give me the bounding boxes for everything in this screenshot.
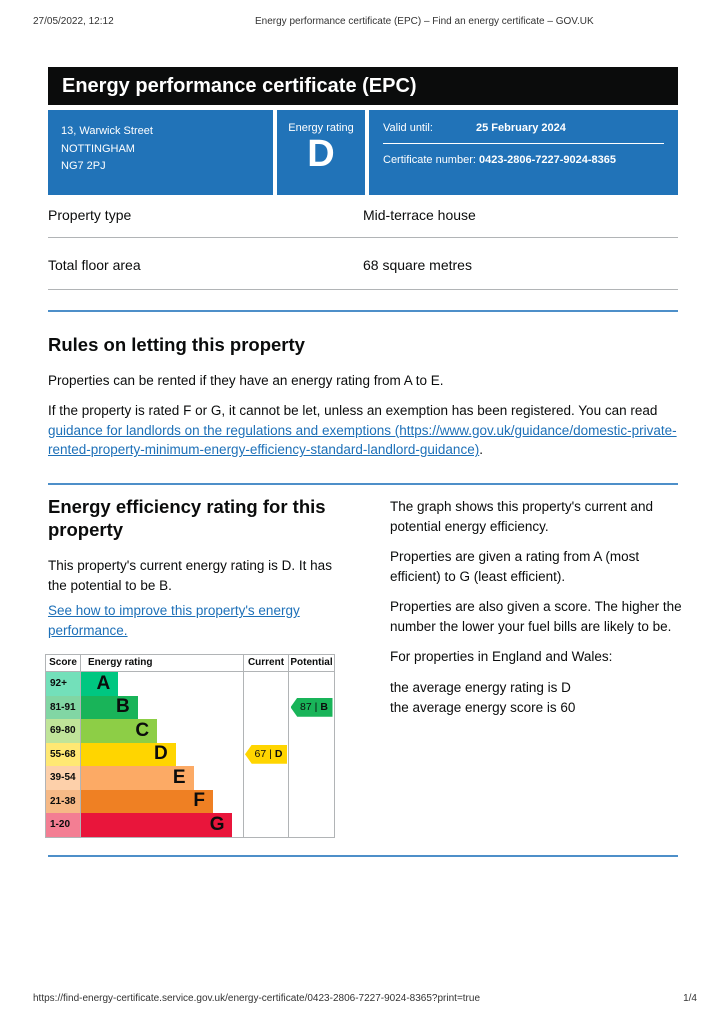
score-column-header: Score [46, 655, 81, 671]
graph-header-row: Score Energy rating Current Potential [46, 655, 334, 672]
epc-band-row-a: 92+ A [46, 672, 334, 696]
band-bar: F [81, 789, 214, 813]
panel-divider [383, 143, 664, 144]
average-rating-line: the average energy rating is D [390, 679, 571, 695]
validity-panel: Valid until: 25 February 2024 Certificat… [369, 110, 678, 195]
address-line-3: NG7 2PJ [61, 160, 106, 173]
page-title: Energy performance certificate (EPC) [48, 67, 678, 105]
band-letter: D [154, 743, 168, 765]
band-score-range: 21-38 [46, 789, 81, 813]
fact-label: Total floor area [48, 257, 141, 273]
band-score-range: 55-68 [46, 742, 81, 766]
energy-rating-panel: Energy rating D [277, 110, 365, 195]
section-divider [48, 483, 678, 485]
section-divider [48, 310, 678, 312]
band-bar: D [81, 742, 176, 766]
band-score-range: 39-54 [46, 766, 81, 790]
section-divider [48, 855, 678, 857]
band-bar: B [81, 695, 138, 719]
print-header-datetime: 27/05/2022, 12:12 [33, 16, 114, 27]
efficiency-section-heading: Energy efficiency rating for this proper… [48, 496, 326, 541]
graph-explanation-paragraph: Properties are also given a score. The h… [390, 599, 682, 634]
band-bar: G [81, 813, 233, 837]
fact-label: Property type [48, 207, 132, 223]
band-letter: A [96, 672, 111, 694]
property-address: 13, Warwick Street NOTTINGHAM NG7 2PJ [48, 110, 273, 195]
potential-band: B [320, 701, 328, 714]
print-footer-url: https://find-energy-certificate.service.… [33, 993, 481, 1004]
current-column-header: Current [244, 655, 289, 671]
band-score-range: 69-80 [46, 719, 81, 743]
current-band: D [274, 748, 283, 761]
current-rating-marker: 67 | D [245, 744, 287, 764]
efficiency-summary-text: This property's current energy rating is… [48, 558, 332, 593]
band-letter: B [115, 696, 130, 718]
epc-band-row-f: 21-38 F [46, 789, 334, 813]
band-letter: F [193, 790, 206, 812]
rules-paragraph-2-suffix: . [479, 442, 483, 458]
energy-rating-graph: Score Energy rating Current Potential 92… [45, 654, 335, 838]
certificate-number-label: Certificate number: [383, 154, 476, 166]
average-score-line: the average energy score is 60 [390, 699, 576, 715]
band-letter: G [209, 813, 225, 835]
marker-divider: | [314, 701, 318, 714]
band-bar: C [81, 719, 158, 743]
marker-divider: | [269, 748, 272, 761]
graph-explanation-paragraph: The graph shows this property's current … [390, 499, 653, 534]
rules-section-heading: Rules on letting this property [48, 334, 305, 355]
fact-value: 68 square metres [363, 257, 472, 273]
potential-column-header: Potential [290, 657, 333, 668]
landlord-guidance-link[interactable]: guidance for landlords on the regulation… [48, 422, 677, 458]
potential-rating-marker: 87 | B [290, 697, 333, 717]
potential-score: 87 [299, 701, 312, 714]
epc-band-row-e: 39-54 E [46, 766, 334, 790]
print-footer-page-number: 1/4 [683, 993, 697, 1004]
certificate-summary-box: 13, Warwick Street NOTTINGHAM NG7 2PJ En… [48, 110, 678, 195]
band-letter: C [135, 719, 150, 741]
epc-band-row-g: 1-20 G [46, 813, 334, 837]
rules-paragraph-2-text: If the property is rated F or G, it cann… [48, 403, 658, 418]
address-line-1: 13, Warwick Street [61, 125, 153, 137]
table-row: Total floor area 68 square metres [48, 238, 678, 290]
epc-band-row-c: 69-80 C [46, 719, 334, 743]
table-row: Property type Mid-terrace house [48, 195, 678, 238]
band-letter: E [172, 766, 186, 788]
fact-value: Mid-terrace house [363, 207, 476, 223]
print-header-title: Energy performance certificate (EPC) – F… [255, 16, 594, 27]
certificate-number-value: 0423-2806-7227-9024-8365 [479, 154, 617, 166]
current-score: 67 [254, 748, 267, 761]
valid-until-value: 25 February 2024 [476, 122, 566, 134]
band-score-range: 1-20 [46, 813, 81, 837]
address-line-2: NOTTINGHAM [61, 142, 135, 155]
band-score-range: 81-91 [46, 695, 81, 719]
graph-explanation-column: The graph shows this property's current … [390, 497, 682, 717]
energy-rating-label: Energy rating [288, 122, 354, 134]
epc-band-row-b: 81-91 B 87 | B [46, 695, 334, 719]
improve-performance-link[interactable]: See how to improve this property's energ… [48, 603, 300, 638]
rules-paragraph-1: Properties can be rented if they have an… [48, 373, 444, 388]
band-bar: A [81, 672, 119, 696]
rating-column-header: Energy rating [81, 655, 244, 671]
certificate-page: Energy performance certificate (EPC) 13,… [45, 0, 682, 1024]
rules-paragraph-2: If the property is rated F or G, it cann… [48, 401, 678, 460]
band-score-range: 92+ [46, 672, 81, 696]
epc-band-row-d: 55-68 D 67 | D [46, 742, 334, 766]
graph-explanation-paragraph: For properties in England and Wales: [390, 649, 613, 665]
graph-explanation-paragraph: Properties are given a rating from A (mo… [390, 549, 640, 584]
energy-rating-value: D [307, 133, 335, 175]
band-bar: E [81, 766, 194, 790]
property-facts-table: Property type Mid-terrace house Total fl… [48, 195, 678, 290]
valid-until-label: Valid until: [383, 122, 433, 134]
